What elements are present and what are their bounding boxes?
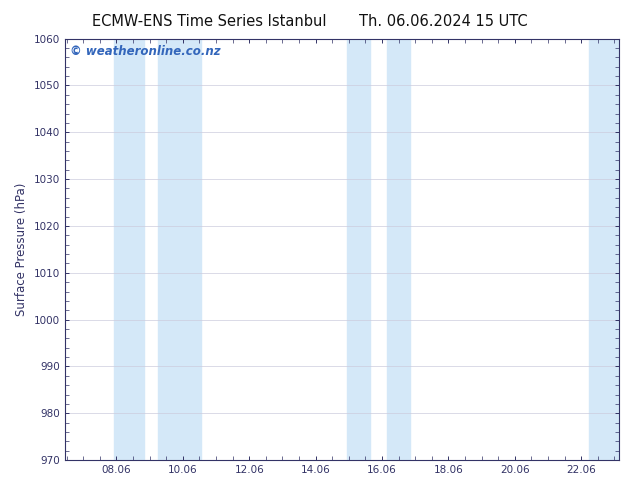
Text: ECMW-ENS Time Series Istanbul: ECMW-ENS Time Series Istanbul <box>92 14 327 29</box>
Bar <box>115 39 145 460</box>
Text: Th. 06.06.2024 15 UTC: Th. 06.06.2024 15 UTC <box>359 14 528 29</box>
Title: ECMW-ENS Time Series Istanbul        Th. 06.06.2024 15 UTC: ECMW-ENS Time Series Istanbul Th. 06.06.… <box>0 489 1 490</box>
Bar <box>158 39 201 460</box>
Bar <box>387 39 410 460</box>
Bar <box>347 39 370 460</box>
Y-axis label: Surface Pressure (hPa): Surface Pressure (hPa) <box>15 183 28 316</box>
Text: © weatheronline.co.nz: © weatheronline.co.nz <box>70 45 221 58</box>
Bar <box>589 39 619 460</box>
